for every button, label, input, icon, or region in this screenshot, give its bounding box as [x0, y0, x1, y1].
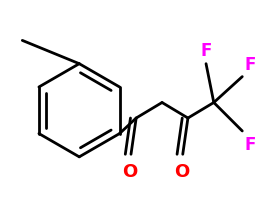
- Text: F: F: [200, 41, 212, 59]
- Text: F: F: [245, 135, 256, 153]
- Text: F: F: [245, 55, 256, 73]
- Text: O: O: [122, 162, 137, 180]
- Text: O: O: [174, 162, 189, 180]
